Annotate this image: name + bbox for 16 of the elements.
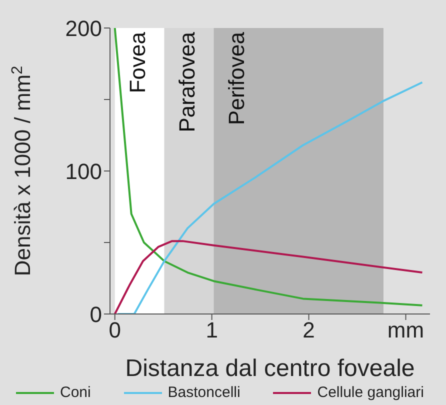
y-tick-label: 200 <box>65 16 102 41</box>
y-tick-label: 100 <box>65 158 102 184</box>
x-axis-title: Distanza dal centro foveale <box>125 355 415 382</box>
band-label: Perifovea <box>224 31 249 125</box>
x-tick-label: 0 <box>108 318 121 343</box>
x-tick-label: mm <box>387 318 424 343</box>
band-label: Parafovea <box>174 31 200 132</box>
legend-label: Cellule gangliari <box>316 384 424 401</box>
line-series <box>114 240 424 314</box>
x-tick-label: 2 <box>302 318 315 343</box>
y-tick-label: 0 <box>90 302 102 327</box>
x-tick-label: 1 <box>206 318 218 343</box>
legend-label: Coni <box>59 384 91 401</box>
legend-label: Bastoncelli <box>166 384 240 401</box>
line-series <box>114 28 424 306</box>
band-label: Fovea <box>124 31 150 94</box>
